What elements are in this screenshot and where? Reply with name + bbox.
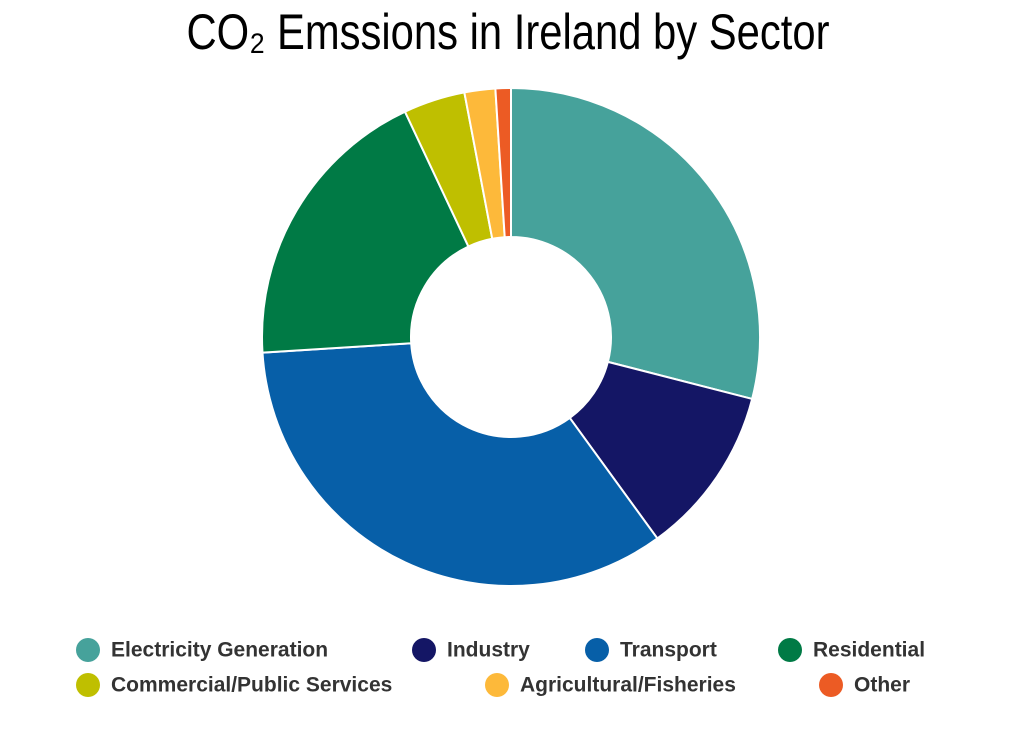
legend-marker <box>485 673 509 697</box>
donut-slice <box>261 342 659 587</box>
legend-label: Agricultural/Fisheries <box>520 674 736 697</box>
donut-slice <box>494 86 512 239</box>
legend-label: Commercial/Public Services <box>111 674 392 697</box>
chart-title: CO₂ Emssions in Ireland by Sector <box>187 4 830 60</box>
donut-slice <box>568 360 754 540</box>
legend-marker <box>778 638 802 662</box>
legend-label: Industry <box>447 639 530 662</box>
legend-label: Electricity Generation <box>111 639 328 662</box>
donut-slice <box>510 86 761 401</box>
legend-marker <box>76 673 100 697</box>
legend-label: Other <box>854 674 910 697</box>
legend-marker <box>585 638 609 662</box>
legend-marker <box>76 638 100 662</box>
legend-label: Residential <box>813 639 925 662</box>
legend-marker <box>412 638 436 662</box>
donut-slice <box>261 110 470 354</box>
legend-marker <box>819 673 843 697</box>
legend-label: Transport <box>620 639 717 662</box>
